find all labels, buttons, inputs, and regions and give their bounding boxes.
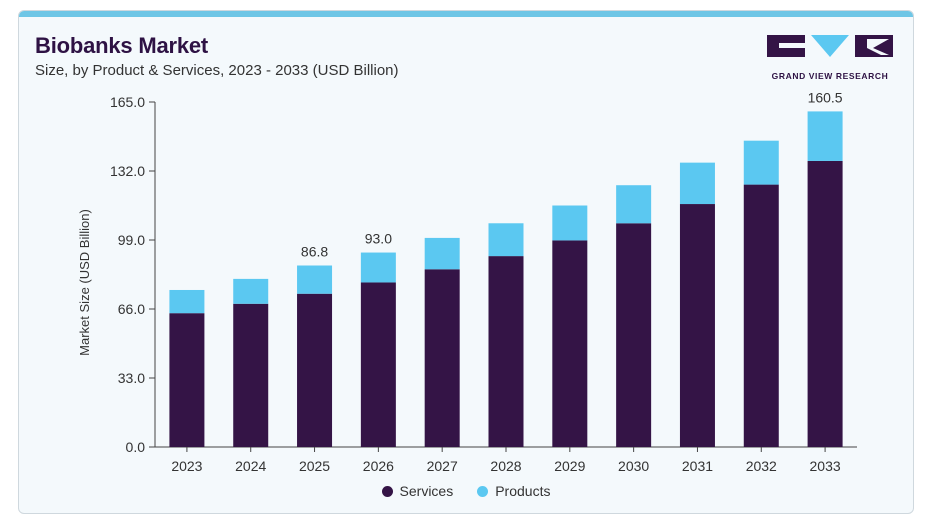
- legend-item-services: Services: [381, 483, 454, 499]
- bar-services-2032: [743, 184, 779, 447]
- y-tick-label: 165.0: [110, 94, 145, 110]
- y-tick-label: 33.0: [118, 370, 145, 386]
- bar-products-2025: [297, 265, 333, 294]
- x-tick-label: 2031: [682, 458, 713, 474]
- y-tick-label: 66.0: [118, 301, 145, 317]
- x-tick-label: 2026: [363, 458, 394, 474]
- bar-products-2032: [743, 140, 779, 185]
- bar-services-2029: [552, 240, 588, 447]
- chart-legend: Services Products: [19, 483, 913, 499]
- bar-products-2023: [169, 289, 205, 314]
- chart-title: Biobanks Market: [35, 33, 209, 58]
- bar-products-2030: [616, 185, 652, 224]
- x-tick-label: 2025: [299, 458, 330, 474]
- bar-products-2024: [233, 278, 269, 304]
- bar-services-2027: [424, 269, 460, 447]
- bar-products-2027: [424, 237, 460, 270]
- bar-services-2028: [488, 256, 524, 447]
- bar-products-2026: [360, 252, 396, 283]
- bar-products-2029: [552, 205, 588, 241]
- data-label-2025: 86.8: [301, 244, 328, 260]
- legend-item-products: Products: [477, 483, 550, 499]
- y-tick-label: 0.0: [126, 439, 146, 455]
- bar-products-2033: [807, 111, 843, 161]
- grand-view-research-logo: GRAND VIEW RESEARCH: [767, 35, 893, 85]
- y-tick-label: 132.0: [110, 163, 145, 179]
- bar-products-2028: [488, 223, 524, 257]
- x-tick-label: 2029: [554, 458, 585, 474]
- x-tick-label: 2027: [427, 458, 458, 474]
- data-label-2033: 160.5: [808, 89, 843, 105]
- x-tick-label: 2030: [618, 458, 649, 474]
- legend-label-services: Services: [399, 483, 454, 499]
- data-label-2026: 93.0: [365, 231, 392, 247]
- logo-mark-icon: [767, 35, 893, 57]
- bar-services-2025: [297, 293, 333, 447]
- bar-services-2033: [807, 160, 843, 448]
- x-tick-label: 2024: [235, 458, 266, 474]
- x-tick-label: 2033: [810, 458, 841, 474]
- bar-services-2031: [679, 204, 715, 447]
- bar-services-2026: [360, 282, 396, 447]
- y-tick-label: 99.0: [118, 232, 145, 248]
- chart-card: Biobanks Market Size, by Product & Servi…: [18, 10, 914, 514]
- logo-text: GRAND VIEW RESEARCH: [771, 71, 889, 81]
- bar-services-2030: [616, 223, 652, 447]
- x-tick-label: 2032: [746, 458, 777, 474]
- bar-products-2031: [679, 162, 715, 205]
- stacked-bar-chart: 0.0 33.0 66.0 99.0 132.0 165.0 Market Size (US…: [77, 89, 857, 474]
- y-axis-label: Market Size (USD Billion): [77, 209, 92, 356]
- legend-label-products: Products: [495, 483, 551, 499]
- accent-bar: [19, 11, 913, 17]
- x-tick-label: 2023: [171, 458, 202, 474]
- legend-swatch-products: [477, 485, 489, 497]
- bar-services-2023: [169, 313, 205, 447]
- x-tick-label: 2028: [490, 458, 521, 474]
- bar-services-2024: [233, 303, 269, 447]
- chart-subtitle: Size, by Product & Services, 2023 - 2033…: [35, 62, 399, 79]
- legend-swatch-services: [381, 485, 393, 497]
